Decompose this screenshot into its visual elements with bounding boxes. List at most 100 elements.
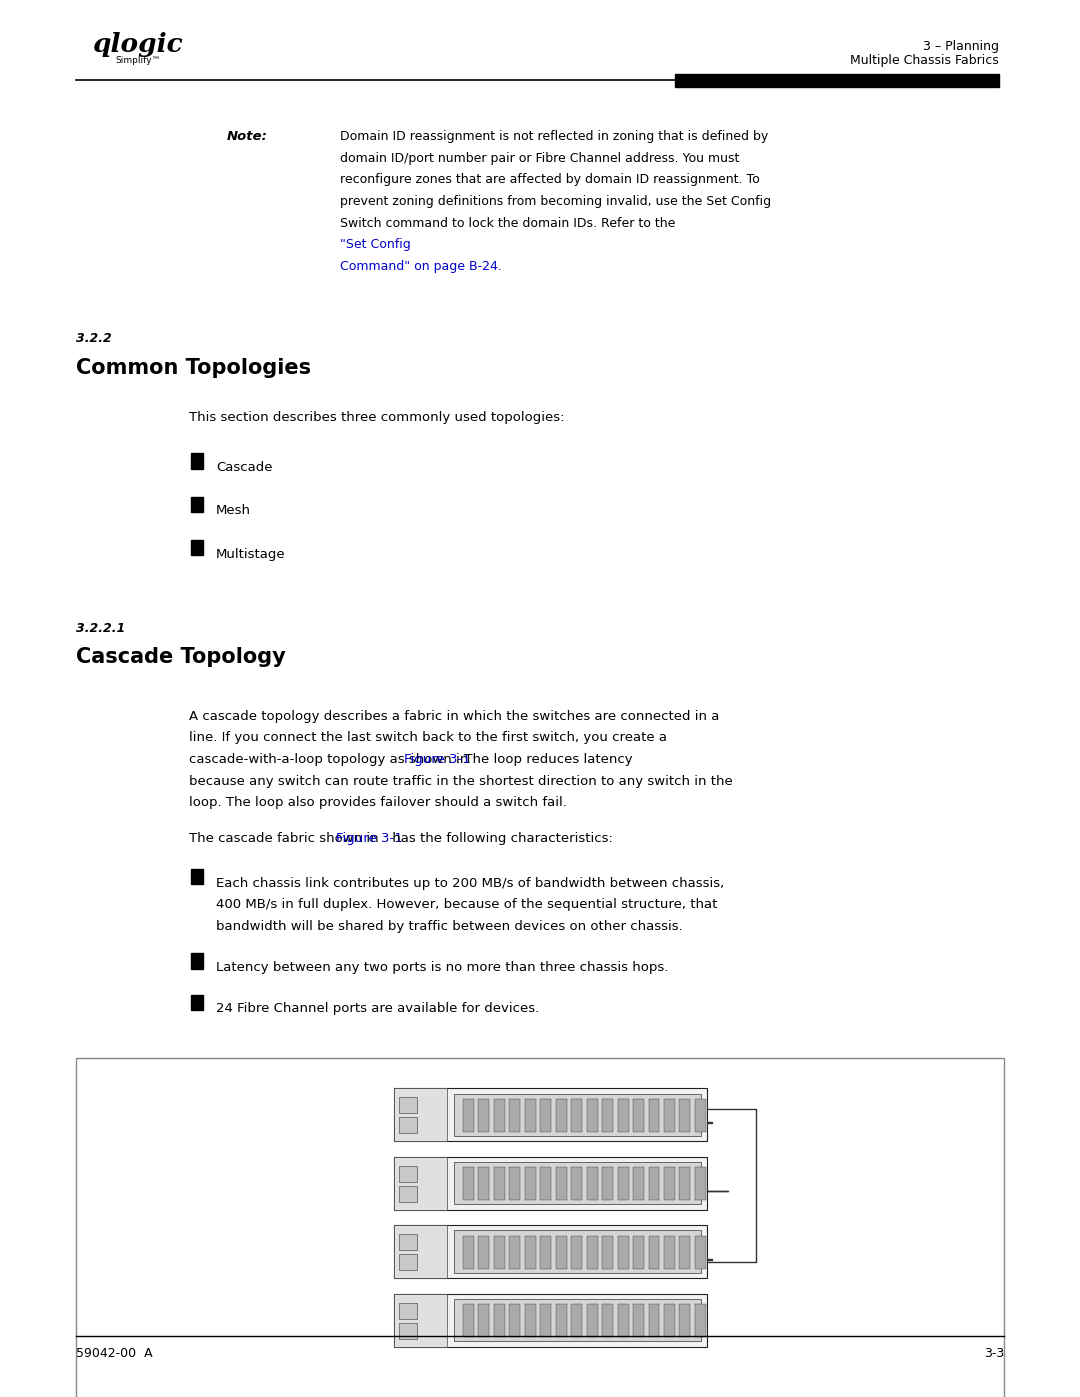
Bar [525,1236,536,1268]
Bar [586,1305,597,1337]
Text: because any switch can route traffic in the shortest direction to any switch in : because any switch can route traffic in … [189,775,732,788]
Text: This section describes three commonly used topologies:: This section describes three commonly us… [189,411,565,423]
Text: Common Topologies: Common Topologies [76,358,311,377]
Bar [586,1099,597,1132]
Bar [394,1294,447,1347]
Bar [510,1168,521,1200]
Bar [510,1236,521,1268]
Bar [633,1236,644,1268]
Text: Multiple Chassis Fabrics: Multiple Chassis Fabrics [850,53,999,67]
Bar [540,1305,551,1337]
Bar [394,1088,707,1141]
Bar [633,1305,644,1337]
Bar [603,1236,613,1268]
Bar [556,1236,567,1268]
Bar [399,1255,417,1270]
Bar [540,1168,551,1200]
Bar [694,1168,706,1200]
Bar [556,1099,567,1132]
Bar [603,1305,613,1337]
Bar [454,1162,701,1204]
Bar [525,1099,536,1132]
Bar [394,1088,447,1141]
Bar [510,1305,521,1337]
Text: 24 Fibre Channel ports are available for devices.: 24 Fibre Channel ports are available for… [216,1003,539,1016]
Bar [618,1305,629,1337]
Text: . The loop reduces latency: . The loop reduces latency [456,753,633,766]
Text: The cascade fabric shown in: The cascade fabric shown in [189,833,383,845]
Text: Note:: Note: [227,130,268,142]
Bar [525,1168,536,1200]
Text: Command" on page B-24.: Command" on page B-24. [340,260,502,272]
Bar [191,497,203,513]
Bar [679,1305,690,1337]
Bar [525,1305,536,1337]
Bar [571,1305,582,1337]
Bar [556,1168,567,1200]
Bar [510,1099,521,1132]
Text: 3-3: 3-3 [984,1347,1004,1359]
Text: Each chassis link contributes up to 200 MB/s of bandwidth between chassis,: Each chassis link contributes up to 200 … [216,877,725,890]
Text: Simplify™: Simplify™ [116,56,161,64]
Text: Mesh: Mesh [216,504,251,517]
Bar [679,1236,690,1268]
Bar [571,1236,582,1268]
Text: 3 – Planning: 3 – Planning [923,39,999,53]
Bar [649,1236,660,1268]
Bar [399,1302,417,1319]
Bar [664,1305,675,1337]
Bar [454,1299,701,1341]
Bar [399,1165,417,1182]
Bar [394,1157,447,1210]
Text: loop. The loop also provides failover should a switch fail.: loop. The loop also provides failover sh… [189,796,567,809]
Text: "Set Config: "Set Config [340,237,411,251]
Bar [191,541,203,556]
Text: 3.2.2: 3.2.2 [76,332,111,345]
Text: Domain ID reassignment is not reflected in zoning that is defined by: Domain ID reassignment is not reflected … [340,130,769,142]
Bar [494,1236,504,1268]
Bar [463,1099,474,1132]
Bar [494,1099,504,1132]
Text: Figure 3-1: Figure 3-1 [336,833,403,845]
Bar [694,1305,706,1337]
Text: has the following characteristics:: has the following characteristics: [388,833,613,845]
Bar [618,1236,629,1268]
Text: 400 MB/s in full duplex. However, because of the sequential structure, that: 400 MB/s in full duplex. However, becaus… [216,898,717,911]
Bar [618,1168,629,1200]
Bar [191,453,203,469]
Bar [399,1234,417,1250]
Bar [556,1305,567,1337]
Bar [478,1099,489,1132]
Text: line. If you connect the last switch back to the first switch, you create a: line. If you connect the last switch bac… [189,732,667,745]
Bar [399,1097,417,1113]
Bar [394,1294,707,1347]
Bar [694,1099,706,1132]
Bar [191,954,203,970]
Bar [586,1168,597,1200]
Text: Figure 3-1: Figure 3-1 [404,753,471,766]
Bar [633,1099,644,1132]
Bar [399,1323,417,1338]
Text: Latency between any two ports is no more than three chassis hops.: Latency between any two ports is no more… [216,961,669,974]
Bar [649,1099,660,1132]
Text: A cascade topology describes a fabric in which the switches are connected in a: A cascade topology describes a fabric in… [189,710,719,722]
Text: Cascade: Cascade [216,461,272,474]
Bar [478,1236,489,1268]
Bar [540,1099,551,1132]
Bar [679,1099,690,1132]
Bar [679,1168,690,1200]
Bar [478,1305,489,1337]
Bar [463,1236,474,1268]
Text: cascade-with-a-loop topology as shown in: cascade-with-a-loop topology as shown in [189,753,473,766]
Text: Multistage: Multistage [216,548,285,560]
Bar [571,1099,582,1132]
Bar [649,1305,660,1337]
Bar [633,1168,644,1200]
Text: Switch command to lock the domain IDs. Refer to the: Switch command to lock the domain IDs. R… [340,217,679,229]
Bar [675,74,999,87]
Bar [394,1157,707,1210]
Bar [694,1236,706,1268]
Bar [454,1094,701,1136]
Text: 3.2.2.1: 3.2.2.1 [76,622,125,634]
Text: reconfigure zones that are affected by domain ID reassignment. To: reconfigure zones that are affected by d… [340,173,760,186]
